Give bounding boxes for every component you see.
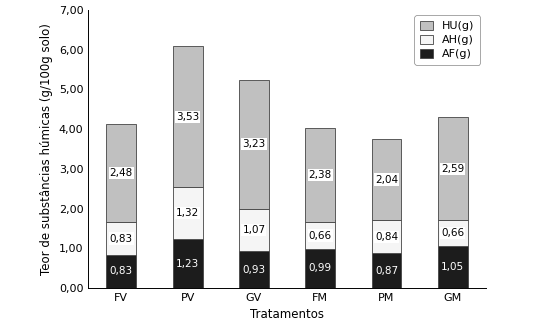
Bar [371,139,401,220]
Bar [438,246,468,288]
Text: 3,53: 3,53 [176,112,199,121]
Bar [107,255,136,288]
Text: 3,23: 3,23 [242,139,266,149]
Bar [371,220,401,254]
Text: 2,48: 2,48 [110,168,133,178]
Text: 0,83: 0,83 [110,233,133,244]
Bar [107,123,136,222]
Bar [173,187,203,239]
Bar [173,239,203,288]
Bar [239,251,269,288]
Bar [305,222,335,249]
Text: 2,59: 2,59 [441,164,464,174]
Text: 1,32: 1,32 [176,208,199,218]
Bar [107,222,136,255]
Bar [239,209,269,251]
X-axis label: Tratamentos: Tratamentos [250,308,324,321]
Text: 0,66: 0,66 [441,228,464,238]
Text: 0,66: 0,66 [309,230,332,241]
Text: 1,23: 1,23 [176,259,199,268]
Bar [305,249,335,288]
Bar [438,117,468,220]
Text: 0,84: 0,84 [375,232,398,242]
Text: 2,38: 2,38 [309,170,332,180]
Bar [239,80,269,209]
Text: 0,83: 0,83 [110,266,133,276]
Bar [173,46,203,187]
Y-axis label: Teor de substâncias húmicas (g/100g solo): Teor de substâncias húmicas (g/100g solo… [40,23,54,275]
Text: 2,04: 2,04 [375,174,398,185]
Bar [438,220,468,246]
Text: 0,99: 0,99 [309,263,332,273]
Text: 0,93: 0,93 [242,264,266,274]
Text: 0,87: 0,87 [375,266,398,276]
Bar [371,254,401,288]
Legend: HU(g), AH(g), AF(g): HU(g), AH(g), AF(g) [415,16,480,65]
Text: 1,07: 1,07 [242,225,266,235]
Bar [305,128,335,222]
Text: 1,05: 1,05 [441,262,464,272]
